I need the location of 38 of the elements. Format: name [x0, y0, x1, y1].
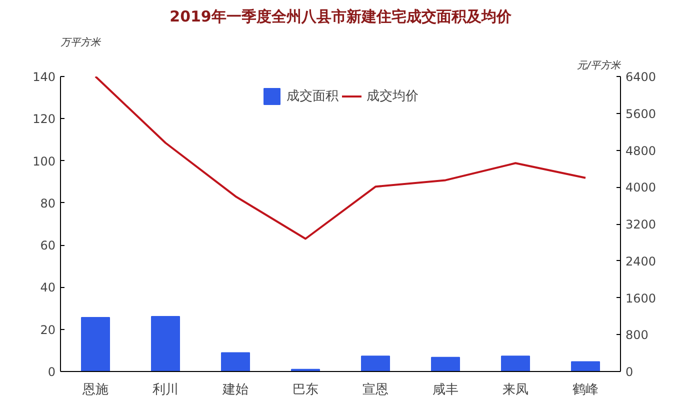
bar	[151, 316, 180, 372]
x-tick-label: 建始	[222, 382, 248, 398]
y-tick-label: 80	[40, 196, 56, 210]
bar	[571, 361, 600, 372]
y-tick-label: 20	[40, 322, 56, 337]
y-tick-label: 100	[32, 154, 56, 168]
bar	[431, 356, 460, 372]
bar	[501, 356, 530, 372]
x-tick-label: 宣恩	[362, 382, 388, 398]
legend-label: 成交均价	[366, 88, 418, 105]
y-tick-label: 140	[32, 70, 56, 84]
legend-label: 成交面积	[286, 88, 338, 105]
y2-tick-label: 4800	[626, 144, 656, 158]
x-tick-label: 恩施	[82, 382, 108, 398]
y-tick-label: 0	[48, 365, 56, 379]
chart-title: 2019年一季度全州八县市新建住宅成交面积及均价	[170, 8, 512, 26]
x-tick-label: 巴东	[292, 382, 318, 398]
y2-tick-label: 2400	[626, 254, 656, 268]
y2-axis-title: 元/平方米	[577, 60, 622, 72]
x-tick-label: 来凤	[502, 382, 528, 398]
y2-tick-label: 3200	[626, 218, 656, 232]
y-tick-label: 60	[40, 238, 56, 253]
y-axis-title: 万平方米	[60, 36, 102, 48]
x-tick-label: 鹤峰	[572, 382, 598, 398]
line-series	[94, 76, 586, 240]
x-tick-label: 利川	[152, 382, 178, 398]
y2-tick-label: 800	[626, 328, 648, 342]
y2-tick-label: 1600	[626, 291, 656, 306]
y-tick-label: 120	[32, 112, 56, 126]
y2-tick-label: 6400	[626, 70, 656, 84]
bar	[81, 317, 110, 372]
y2-tick-label: 5600	[626, 106, 656, 121]
bar	[361, 356, 390, 372]
y-tick-label: 40	[40, 280, 56, 295]
y2-tick-label: 4000	[626, 180, 656, 195]
bar	[221, 352, 250, 372]
y2-tick-label: 0	[626, 365, 634, 379]
x-tick-label: 咸丰	[432, 382, 458, 398]
